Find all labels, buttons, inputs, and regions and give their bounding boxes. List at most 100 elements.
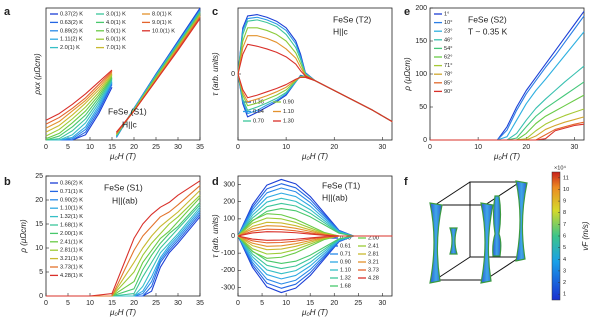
pocket xyxy=(449,227,458,255)
x-tick-label: 25 xyxy=(152,144,160,151)
legend-label: 3.73(1) K xyxy=(60,264,83,270)
plot-frame xyxy=(45,7,201,141)
x-tick-label: 15 xyxy=(108,144,116,151)
legend-label: 62° xyxy=(444,54,452,60)
legend-label: 0.54 xyxy=(253,109,264,115)
legend-label: 4.28 xyxy=(368,275,379,281)
x-tick-label: 5 xyxy=(66,144,70,151)
legend-label: 2.81 xyxy=(368,251,379,257)
y-tick-label: 100 xyxy=(223,216,235,223)
y-tick-label: 25 xyxy=(35,173,43,180)
legend-label: 2.41 xyxy=(368,243,379,249)
legend-label: 1.32(1) K xyxy=(60,214,83,220)
legend-label: 3.21 xyxy=(368,259,379,265)
y-axis-label: τ (arb. units) xyxy=(211,52,220,96)
legend-label: 1.68(1) K xyxy=(60,222,83,228)
colorbar-title: vF (m/s) xyxy=(581,221,590,251)
cube-edge xyxy=(484,181,521,206)
x-axis-label: μ₀H (T) xyxy=(109,152,136,161)
legend-label: 7.0(1) K xyxy=(106,45,126,51)
x-tick-label: 0 xyxy=(236,144,240,151)
x-tick-label: 20 xyxy=(330,300,338,307)
legend-label: 5.0(1) K xyxy=(106,28,126,34)
fermi-pockets xyxy=(429,180,528,284)
y-tick-label: 200 xyxy=(415,5,427,12)
x-tick-label: 30 xyxy=(378,300,386,307)
y-tick-label: 150 xyxy=(415,38,427,45)
x-tick-label: 15 xyxy=(306,300,314,307)
y-tick-label: 200 xyxy=(223,199,235,206)
annotation: H||c xyxy=(122,119,138,129)
legend-label: 0.36(2) K xyxy=(60,180,83,186)
legend-label: 8.0(1) K xyxy=(152,11,172,17)
legend-label: 90° xyxy=(444,89,452,95)
x-tick-label: 20 xyxy=(130,144,138,151)
legend-label: 0.89(2) K xyxy=(60,28,83,34)
x-tick-label: 0 xyxy=(44,144,48,151)
fermi-surface xyxy=(434,181,521,281)
legend-label: 54° xyxy=(444,46,452,52)
cube-front xyxy=(434,204,486,281)
legend-label: 10.0(1) K xyxy=(152,28,175,34)
x-tick-label: 10 xyxy=(474,144,482,151)
legend-label: 46° xyxy=(444,37,452,43)
colorbar-tick-label: 5 xyxy=(563,245,566,251)
legend-label: 0.90(2) K xyxy=(60,197,83,203)
x-tick-label: 35 xyxy=(196,300,204,307)
x-tick-label: 30 xyxy=(174,144,182,151)
annotation: FeSe (T1) xyxy=(322,180,360,190)
legend-label: 2.41(1) K xyxy=(60,239,83,245)
panel-label: d xyxy=(212,176,219,188)
annotation: FeSe (S1) xyxy=(108,106,147,116)
x-tick-label: 15 xyxy=(108,300,116,307)
legend-label: 0.71 xyxy=(340,251,351,257)
x-tick-label: 10 xyxy=(282,144,290,151)
x-tick-label: 0 xyxy=(428,144,432,151)
annotation: FeSe (T2) xyxy=(333,14,371,24)
legend-label: 1.68 xyxy=(340,283,351,289)
y-tick-label: 10 xyxy=(35,245,43,252)
pocket xyxy=(515,180,528,262)
legend-label: 4.0(1) K xyxy=(106,20,126,26)
data-line xyxy=(237,231,393,241)
legend-label: 85° xyxy=(444,80,452,86)
y-tick-label: 0 xyxy=(231,233,235,240)
colorbar-tick-label: 4 xyxy=(563,257,566,263)
data-line xyxy=(430,81,585,141)
legend-label: 0.61 xyxy=(340,243,351,249)
data-line xyxy=(237,27,393,123)
y-tick-label: 50 xyxy=(419,104,427,111)
x-axis-label: μ₀H (T) xyxy=(109,308,136,317)
legend-label: 0.90 xyxy=(340,259,351,265)
y-tick-label: 300 xyxy=(223,181,235,188)
legend-label: 1.10(1) K xyxy=(60,206,83,212)
x-tick-label: 5 xyxy=(66,300,70,307)
x-tick-label: 35 xyxy=(196,144,204,151)
pocket xyxy=(492,195,502,257)
panel-label: c xyxy=(212,6,218,18)
x-tick-label: 20 xyxy=(330,144,338,151)
data-line xyxy=(430,121,585,141)
colorbar-tick-label: 11 xyxy=(563,175,569,181)
x-tick-label: 20 xyxy=(130,300,138,307)
x-axis-label: μ₀H (T) xyxy=(301,152,328,161)
colorbar-tick-label: 6 xyxy=(563,233,566,239)
y-axis-label: ρ (μΩcm) xyxy=(19,219,28,254)
x-tick-label: 0 xyxy=(44,300,48,307)
cube-edge xyxy=(434,256,471,281)
x-tick-label: 30 xyxy=(570,144,578,151)
y-tick-label: 100 xyxy=(415,71,427,78)
y-axis-label: ρxx (μΩcm) xyxy=(33,53,42,96)
legend-label: 3.73 xyxy=(368,267,379,273)
legend-label: 9.0(1) K xyxy=(152,20,172,26)
colorbar-tick-label: 10 xyxy=(563,187,569,193)
legend-label: 4.28(1) K xyxy=(60,273,83,279)
legend-label: 2.00(1) K xyxy=(60,231,83,237)
x-tick-label: 10 xyxy=(86,144,94,151)
data-line xyxy=(237,19,393,123)
legend-label: 0.63(2) K xyxy=(60,20,83,26)
data-line xyxy=(237,43,393,123)
annotation: T ~ 0.35 K xyxy=(468,26,508,36)
panel-label: b xyxy=(4,176,11,188)
